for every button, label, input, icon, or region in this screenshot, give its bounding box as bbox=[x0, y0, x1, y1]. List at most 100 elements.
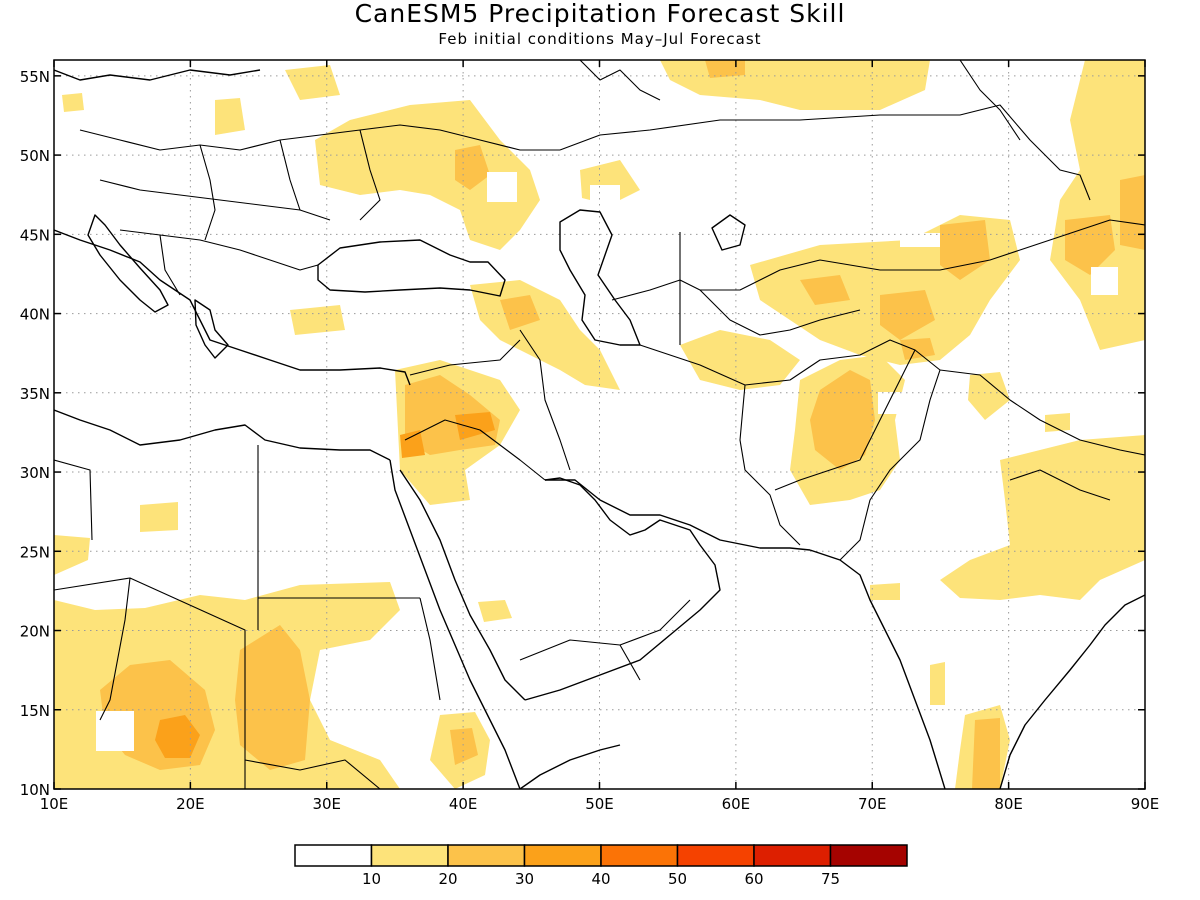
border-russia-urals bbox=[959, 60, 1021, 141]
colorbar-label: 40 bbox=[591, 870, 610, 888]
colorbar-label: 30 bbox=[515, 870, 534, 888]
coastline-aral bbox=[711, 214, 746, 251]
chart-subtitle: Feb initial conditions May–Jul Forecast bbox=[438, 30, 761, 48]
skill-region-china-core bbox=[1120, 175, 1145, 250]
border-europe-g bbox=[159, 234, 181, 296]
colorbar-label: 10 bbox=[362, 870, 381, 888]
skill-region-jordan-peak bbox=[455, 412, 495, 440]
skill-region-baltic bbox=[285, 65, 340, 100]
colorbar-swatch bbox=[829, 844, 908, 867]
skill-region-kashmir bbox=[968, 372, 1010, 420]
blank-patch bbox=[590, 185, 620, 215]
chart-title: CanESM5 Precipitation Forecast Skill bbox=[355, 0, 846, 28]
coastline-red-sea-west bbox=[389, 459, 521, 789]
coastline-black-sea bbox=[317, 239, 506, 297]
border-china-india bbox=[939, 369, 1145, 456]
border-uzbekistan bbox=[699, 289, 861, 336]
skill-region-wafrica-edge bbox=[54, 535, 90, 575]
coastline-arabia-south bbox=[524, 477, 721, 701]
skill-region-india-core bbox=[972, 718, 1000, 789]
y-tick-label: 30N bbox=[20, 464, 50, 482]
y-tick-label: 15N bbox=[20, 702, 50, 720]
y-tick-label: 25N bbox=[20, 543, 50, 561]
skill-region-sudan-core bbox=[235, 625, 310, 770]
colorbar-label: 60 bbox=[744, 870, 763, 888]
skill-region-tibet-small bbox=[1045, 413, 1070, 432]
coastline-red-sea-east bbox=[399, 469, 526, 701]
x-tick-label: 70E bbox=[858, 795, 887, 813]
blank-patch bbox=[96, 711, 134, 751]
border-sudan-eritrea bbox=[419, 597, 441, 701]
blank-patches bbox=[96, 172, 1118, 751]
skill-region-poland bbox=[215, 98, 245, 135]
border-europe-c bbox=[119, 229, 319, 271]
colorbar-swatch bbox=[370, 844, 449, 867]
border-iraq-iran bbox=[519, 329, 571, 471]
border-afghanistan bbox=[744, 339, 916, 491]
coastline-india-west bbox=[809, 549, 946, 789]
coastlines bbox=[54, 209, 1145, 789]
x-tick-label: 80E bbox=[994, 795, 1023, 813]
border-pakistan-india bbox=[839, 349, 941, 561]
border-europe-d bbox=[199, 144, 216, 241]
colorbar-label: 50 bbox=[668, 870, 687, 888]
blank-patch bbox=[487, 172, 517, 202]
colorbar-swatch bbox=[447, 844, 526, 867]
skill-region-mongolia-core bbox=[1065, 215, 1115, 275]
border-sudan-ssudan bbox=[244, 759, 381, 789]
y-tick-label: 10N bbox=[20, 781, 50, 799]
skill-region-russia-north bbox=[660, 60, 930, 110]
coastline-greece bbox=[194, 299, 229, 359]
border-europe-a bbox=[79, 124, 560, 151]
colorbar-label: 20 bbox=[438, 870, 457, 888]
skill-region-turkmen bbox=[680, 330, 800, 390]
x-tick-label: 30E bbox=[312, 795, 341, 813]
skill-region-ethiopia-core bbox=[450, 728, 478, 765]
coastline-india-east bbox=[999, 594, 1145, 789]
y-tick-label: 45N bbox=[20, 226, 50, 244]
x-tick-label: 10E bbox=[40, 795, 69, 813]
coastline-caspian bbox=[559, 209, 641, 346]
x-tick-label: 40E bbox=[449, 795, 478, 813]
skill-region-north-india bbox=[940, 435, 1145, 600]
skill-region-ukraine bbox=[315, 100, 540, 250]
colorbar-swatch bbox=[294, 844, 373, 867]
border-syria-turkey bbox=[409, 339, 521, 376]
colorbar-swatch bbox=[600, 844, 679, 867]
border-iran-east bbox=[639, 344, 801, 546]
skill-region-mongolia bbox=[1050, 60, 1145, 350]
skill-region-scandinavia bbox=[62, 93, 84, 112]
gridlines bbox=[54, 60, 1145, 789]
x-tick-label: 90E bbox=[1131, 795, 1160, 813]
border-europe-b bbox=[99, 179, 331, 221]
y-tick-label: 20N bbox=[20, 623, 50, 641]
blank-patch bbox=[900, 233, 940, 247]
border-kazakhstan-south bbox=[611, 249, 1021, 301]
border-libya-chad bbox=[129, 577, 246, 789]
skill-region-dead-sea-peak bbox=[400, 430, 425, 458]
y-tick-label: 50N bbox=[20, 147, 50, 165]
border-mongolia-china bbox=[1019, 219, 1145, 251]
colorbar-label: 75 bbox=[821, 870, 840, 888]
skill-region-pamir-core bbox=[900, 338, 935, 360]
skill-region-chad-peak bbox=[155, 715, 200, 758]
skill-region-tajik-core bbox=[880, 290, 935, 340]
skill-region-kyrgyz-core bbox=[940, 220, 990, 280]
skill-region-russia-core bbox=[705, 60, 745, 78]
skill-region-gujarat-small bbox=[870, 583, 900, 600]
colorbar-swatch bbox=[523, 844, 602, 867]
border-oman bbox=[619, 644, 641, 681]
blank-patch bbox=[1091, 267, 1118, 295]
border-saudi-north bbox=[404, 419, 546, 481]
y-tick-label: 35N bbox=[20, 385, 50, 403]
borders bbox=[54, 60, 1145, 789]
border-europe-f bbox=[359, 129, 381, 221]
skill-region-caucasus-core bbox=[500, 295, 540, 330]
skill-region-libya-small bbox=[140, 502, 178, 532]
x-tick-label: 50E bbox=[585, 795, 614, 813]
blank-patch bbox=[878, 392, 902, 414]
border-europe-e bbox=[279, 139, 301, 211]
colorbar-swatch bbox=[676, 844, 755, 867]
coastline-iran-south bbox=[545, 479, 811, 551]
